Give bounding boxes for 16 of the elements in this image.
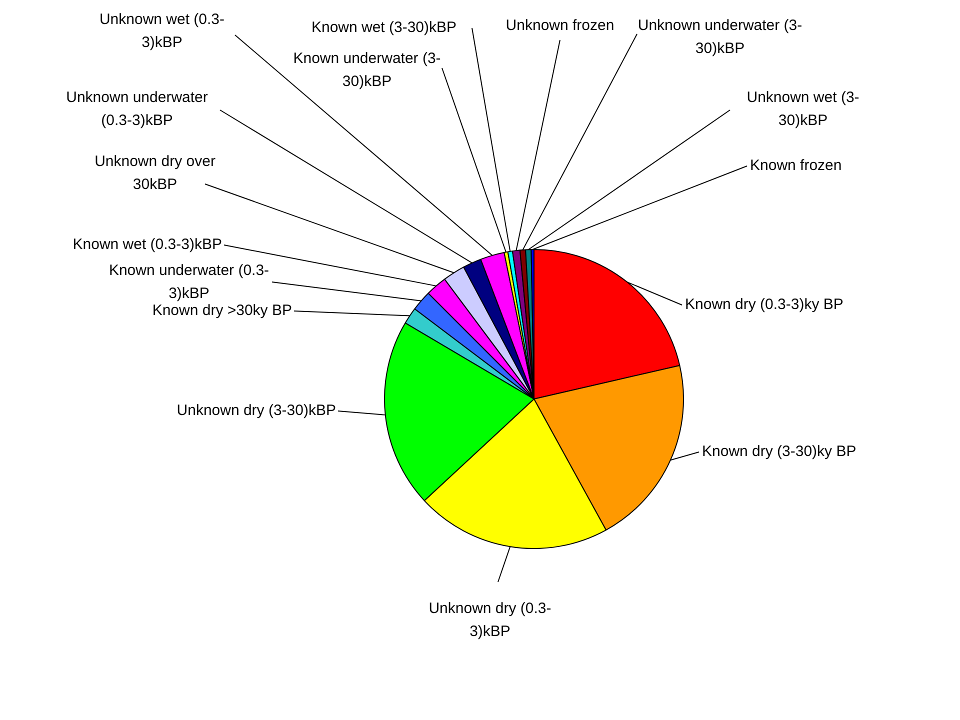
slice-label: Known wet (3-30)kBP (311, 19, 457, 36)
slice-label: Known wet (0.3-3)kBP (72, 236, 222, 254)
slice-label: Known frozen (750, 157, 842, 174)
slice-label: Unknown underwater (3-30)kBP (638, 17, 802, 58)
slice-label: Unknown dry (0.3-3)kBP (428, 600, 552, 640)
slice-label: Known underwater (3-30)kBP (293, 50, 441, 90)
slice-label: Unknown dry over 30kBP (94, 153, 216, 194)
slice-label: Unknown wet (0.3-3)kBP (99, 11, 225, 52)
slice-label: Unknown dry (3-30)kBP (176, 402, 336, 420)
slice-label: Unknown frozen (506, 17, 614, 34)
slice-label: Known dry >30ky BP (152, 302, 292, 320)
slice-label: Known underwater (0.3-3)kBP (108, 262, 270, 302)
slice-label: Known dry (0.3-3)ky BP (685, 296, 844, 314)
slice-label: Known dry (3-30)ky BP (702, 443, 856, 460)
slice-label: Unknown wet (3-30)kBP (746, 89, 860, 130)
slice-label: Unknown underwater (0.3-3)kBP (66, 89, 208, 130)
